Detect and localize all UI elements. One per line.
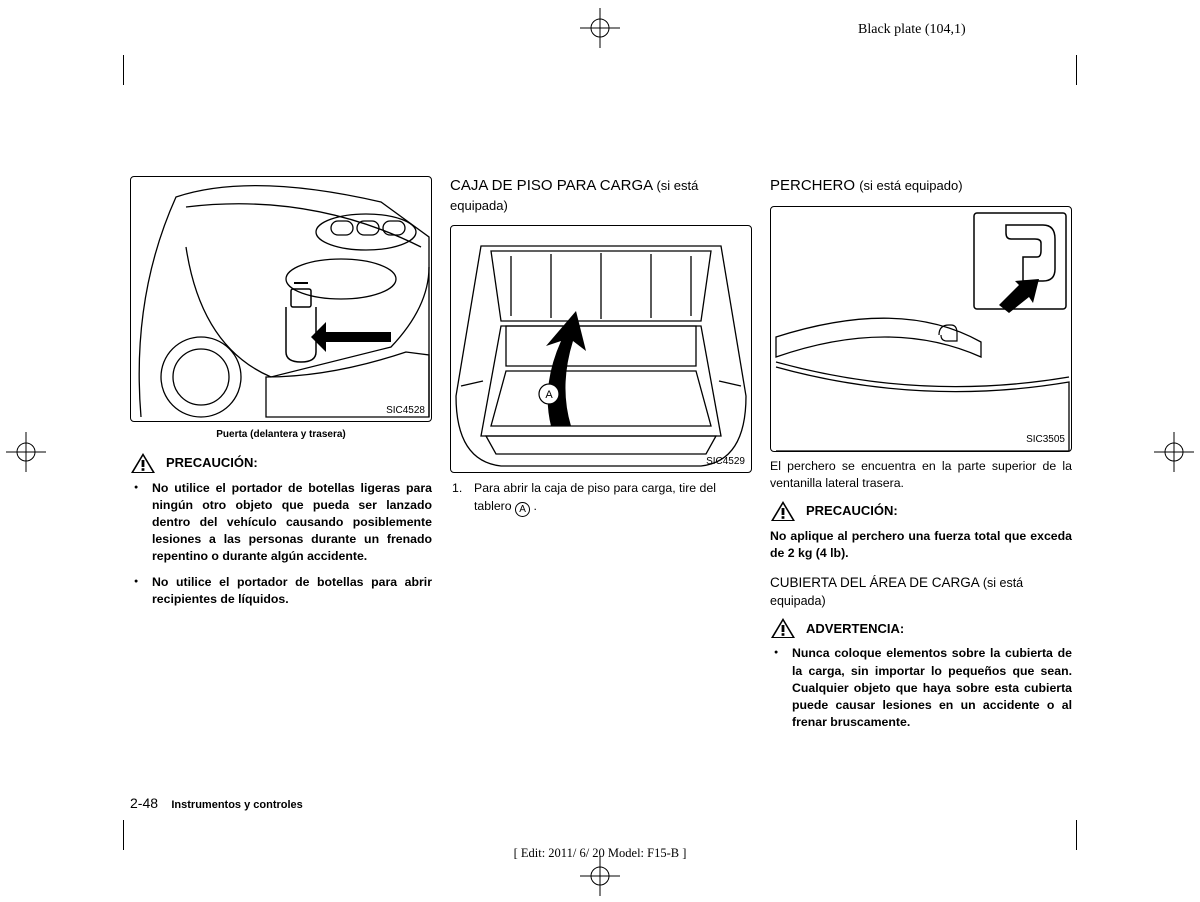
body-text: El perchero se encuentra en la parte sup… (770, 458, 1072, 492)
caution-icon (130, 452, 156, 474)
figure-code: SIC4528 (386, 404, 425, 418)
figure-code: SIC3505 (1026, 433, 1065, 447)
bullet-item: No utilice el portador de botellas liger… (130, 480, 432, 566)
list-text-post: . (530, 499, 537, 513)
warning-icon (770, 617, 796, 639)
column-3: PERCHERO (si está equipado) SIC3505 El p… (770, 176, 1072, 739)
crop-mark (1076, 55, 1077, 85)
figure-code: SIC4529 (706, 455, 745, 469)
page-content: SIC4528 Puerta (delantera y trasera) PRE… (130, 176, 1072, 739)
heading-paren: (si está equipado) (859, 178, 962, 193)
list-number: 1. (452, 479, 462, 497)
heading-main: CAJA DE PISO PARA CARGA (450, 177, 652, 194)
section-name: Instrumentos y controles (171, 799, 302, 811)
svg-text:A: A (545, 389, 553, 401)
column-2: CAJA DE PISO PARA CARGA (si está equipad… (450, 176, 752, 739)
caution-text: No aplique al perchero una fuerza total … (770, 528, 1072, 562)
caution-row: PRECAUCIÓN: (130, 452, 432, 474)
column-1: SIC4528 Puerta (delantera y trasera) PRE… (130, 176, 432, 739)
plate-label: Black plate (104,1) (858, 22, 966, 38)
warning-label: ADVERTENCIA: (806, 620, 904, 638)
list-item: 1. Para abrir la caja de piso para carga… (450, 479, 752, 517)
heading-main: PERCHERO (770, 177, 855, 194)
figure-cargo-floor-box: A SIC4529 (450, 225, 752, 473)
sub-heading: CUBIERTA DEL ÁREA DE CARGA (si está equi… (770, 574, 1072, 609)
warning-row: ADVERTENCIA: (770, 617, 1072, 639)
registration-mark (580, 856, 620, 896)
registration-mark (1154, 432, 1194, 472)
page-footer: 2-48 Instrumentos y controles (130, 795, 303, 811)
section-heading: CAJA DE PISO PARA CARGA (si está equipad… (450, 176, 752, 215)
bullet-item: No utilice el portador de botellas para … (130, 574, 432, 608)
warning-bullets: Nunca coloque elementos sobre la cubiert… (770, 645, 1072, 731)
registration-mark (6, 432, 46, 472)
figure-caption: Puerta (delantera y trasera) (130, 428, 432, 442)
caution-bullets: No utilice el portador de botellas liger… (130, 480, 432, 608)
figure-door-bottle-holder: SIC4528 (130, 176, 432, 422)
edit-line: [ Edit: 2011/ 6/ 20 Model: F15-B ] (0, 846, 1200, 861)
list-text-pre: Para abrir la caja de piso para carga, t… (474, 481, 716, 513)
sub-heading-main: CUBIERTA DEL ÁREA DE CARGA (770, 575, 979, 590)
caution-row: PRECAUCIÓN: (770, 500, 1072, 522)
figure-coat-hanger: SIC3505 (770, 206, 1072, 452)
registration-mark (580, 8, 620, 48)
caution-icon (770, 500, 796, 522)
circled-letter: A (515, 502, 530, 517)
section-heading: PERCHERO (si está equipado) (770, 176, 1072, 196)
numbered-list: 1. Para abrir la caja de piso para carga… (450, 479, 752, 517)
bullet-item: Nunca coloque elementos sobre la cubiert… (770, 645, 1072, 731)
page-number: 2-48 (130, 795, 158, 811)
caution-label: PRECAUCIÓN: (806, 502, 898, 520)
crop-mark (123, 55, 124, 85)
caution-label: PRECAUCIÓN: (166, 454, 258, 472)
